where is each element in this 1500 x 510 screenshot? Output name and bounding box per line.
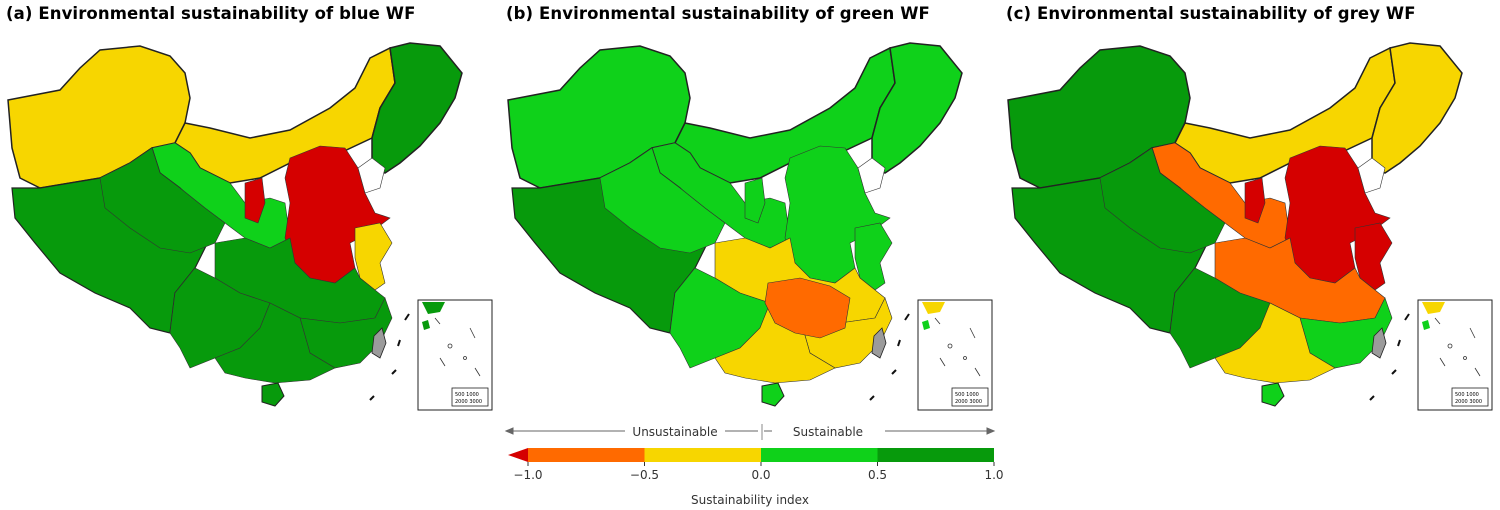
region-south [714, 302, 836, 384]
inset-scale-1: 500 1000 [1455, 392, 1479, 398]
direction-arrows [504, 424, 996, 440]
panel-grey-wf: (c) Environmental sustainability of grey… [1000, 0, 1500, 420]
panel-blue-wf: (a) Environmental sustainability of blue… [0, 0, 500, 420]
legend-tick-label: −1.0 [513, 468, 542, 482]
color-legend: Unsustainable Sustainable −1.0 −0.5 0.0 0.5… [504, 424, 1004, 507]
inset-scale-2: 2000 3000 [455, 399, 482, 405]
south-china-sea-inset: 500 1000 2000 3000 [417, 299, 493, 411]
legend-bin-3 [877, 448, 994, 462]
region-north-china-plain [284, 145, 391, 284]
legend-axis-label: Sustainability index [691, 493, 809, 507]
legend-ticks: −1.0 −0.5 0.0 0.5 1.0 [513, 462, 1004, 482]
region-north-band [674, 46, 896, 184]
region-ningxia [1244, 177, 1266, 224]
region-north-band [1174, 46, 1396, 184]
region-shandong-coast [354, 222, 393, 291]
inset-scale-2: 2000 3000 [955, 399, 982, 405]
region-south [214, 302, 336, 384]
region-hainan [261, 382, 285, 407]
region-qinghai [1099, 147, 1226, 254]
panel-title: (c) Environmental sustainability of grey… [1006, 4, 1416, 23]
region-hainan [761, 382, 785, 407]
region-ningxia [244, 177, 266, 224]
sustainable-label: Sustainable [793, 425, 863, 439]
legend-tick-label: 0.5 [868, 468, 887, 482]
taiwan [1371, 327, 1387, 359]
legend-tick-label: −0.5 [630, 468, 659, 482]
taiwan [371, 327, 387, 359]
region-shandong-coast [854, 222, 893, 291]
region-ningxia [744, 177, 766, 224]
panel-green-wf: (b) Environmental sustainability of gree… [500, 0, 1000, 420]
china-map-grey: 500 1000 2000 3000 [1007, 42, 1493, 411]
region-qinghai [599, 147, 726, 254]
inset-scale-1: 500 1000 [455, 392, 479, 398]
island-dashes [869, 313, 910, 401]
inset-scale-2: 2000 3000 [1455, 399, 1482, 405]
china-map-green: 500 1000 2000 3000 [507, 42, 993, 411]
south-china-sea-inset: 500 1000 2000 3000 [1417, 299, 1493, 411]
region-north-china-plain [1284, 145, 1391, 284]
legend-bar [508, 448, 994, 462]
region-north-band [174, 46, 396, 184]
legend-tick-label: 1.0 [984, 468, 1003, 482]
legend-underflow-arrow [508, 448, 528, 462]
legend-bin-0 [528, 448, 645, 462]
unsustainable-label: Unsustainable [632, 425, 717, 439]
region-northeast [371, 42, 463, 174]
legend-tick-label: 0.0 [751, 468, 770, 482]
region-south [1214, 302, 1336, 384]
region-hunan-jiangxi [764, 277, 851, 339]
legend-bin-2 [761, 448, 878, 462]
region-hainan [1261, 382, 1285, 407]
region-qinghai [99, 147, 226, 254]
panel-title: (a) Environmental sustainability of blue… [6, 4, 416, 23]
region-north-china-plain [784, 145, 891, 284]
island-dashes [369, 313, 410, 401]
island-dashes [1369, 313, 1410, 401]
region-shandong-coast [1354, 222, 1393, 291]
south-china-sea-inset: 500 1000 2000 3000 [917, 299, 993, 411]
legend-bin-1 [644, 448, 761, 462]
taiwan [871, 327, 887, 359]
region-northeast [1371, 42, 1463, 174]
panel-title: (b) Environmental sustainability of gree… [506, 4, 930, 23]
inset-scale-1: 500 1000 [955, 392, 979, 398]
region-northeast [871, 42, 963, 174]
china-map-blue: 500 1000 2000 3000 [7, 42, 493, 411]
